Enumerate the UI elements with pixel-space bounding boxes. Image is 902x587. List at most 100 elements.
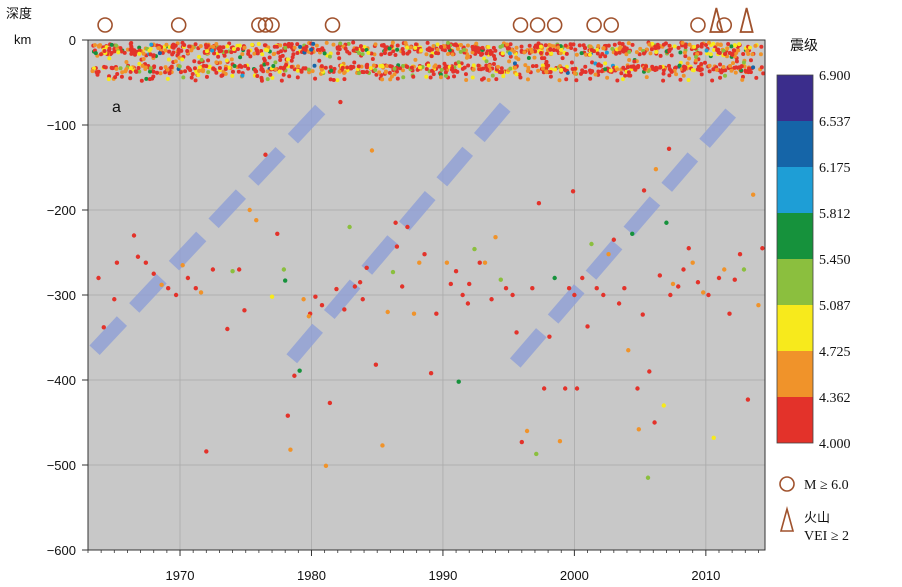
- earthquake-point: [214, 42, 219, 47]
- earthquake-point: [242, 45, 247, 50]
- earthquake-point: [480, 77, 485, 82]
- earthquake-point: [738, 65, 743, 70]
- earthquake-point: [181, 75, 186, 80]
- earthquake-point: [288, 447, 293, 452]
- earthquake-point: [558, 51, 563, 56]
- earthquake-point: [435, 47, 440, 52]
- earthquake-point: [147, 69, 152, 74]
- earthquake-point: [593, 61, 598, 66]
- earthquake-point: [371, 63, 376, 68]
- earthquake-point: [271, 64, 276, 69]
- earthquake-point: [157, 51, 162, 56]
- earthquake-point: [512, 61, 517, 66]
- earthquake-point: [428, 371, 434, 376]
- earthquake-point: [716, 275, 722, 281]
- earthquake-point: [741, 60, 746, 65]
- earthquake-point: [352, 284, 358, 289]
- earthquake-point: [193, 286, 198, 291]
- earthquake-point: [381, 43, 386, 48]
- earthquake-point: [745, 49, 750, 54]
- earthquake-point: [543, 62, 548, 67]
- earthquake-point: [364, 69, 369, 74]
- earthquake-point: [544, 51, 549, 56]
- earthquake-point: [500, 70, 505, 75]
- earthquake-point: [480, 45, 485, 50]
- earthquake-point: [318, 48, 323, 53]
- earthquake-point: [619, 71, 624, 76]
- earthquake-point: [242, 308, 247, 313]
- large-quake-marker: [690, 17, 706, 33]
- earthquake-point: [115, 72, 120, 77]
- earthquake-point: [170, 44, 175, 49]
- earthquake-point: [544, 66, 549, 71]
- earthquake-point: [144, 76, 149, 81]
- earthquake-point: [580, 68, 585, 73]
- earthquake-point: [167, 49, 172, 54]
- earthquake-point: [625, 65, 630, 70]
- earthquake-point: [493, 48, 498, 53]
- earthquake-point: [669, 53, 674, 58]
- earthquake-point: [501, 74, 506, 79]
- earthquake-point: [530, 64, 535, 69]
- earthquake-point: [601, 46, 606, 51]
- earthquake-point: [411, 74, 416, 79]
- earthquake-point: [217, 46, 222, 51]
- earthquake-point: [595, 47, 600, 52]
- colorbar-segment: [777, 213, 813, 259]
- earthquake-point: [707, 69, 712, 74]
- earthquake-point: [312, 63, 317, 68]
- earthquake-point: [559, 47, 564, 52]
- earthquake-point: [413, 45, 418, 50]
- earthquake-point: [409, 65, 414, 70]
- earthquake-point: [565, 70, 570, 75]
- earthquake-point: [687, 42, 692, 47]
- earthquake-point: [335, 78, 340, 83]
- x-axis: 1970 1980 1990 2000 2010: [87, 550, 759, 583]
- earthquake-point: [741, 52, 746, 57]
- earthquake-point: [605, 75, 610, 80]
- earthquake-point: [118, 46, 123, 51]
- earthquake-point: [334, 286, 339, 292]
- earthquake-point: [282, 278, 288, 283]
- earthquake-point: [148, 52, 153, 57]
- earthquake-point: [731, 61, 736, 66]
- earthquake-point: [488, 51, 493, 56]
- top-markers: [97, 7, 754, 33]
- earthquake-point: [357, 51, 362, 56]
- large-quake-marker: [170, 17, 187, 33]
- earthquake-point: [540, 63, 545, 68]
- earthquake-point: [451, 69, 456, 74]
- earthquake-point: [263, 47, 268, 52]
- earthquake-point: [180, 263, 185, 268]
- earthquake-point: [281, 267, 287, 272]
- earthquake-point: [306, 67, 311, 72]
- earthquake-point: [338, 99, 343, 105]
- earthquake-point: [358, 44, 363, 49]
- earthquake-point: [137, 51, 142, 56]
- earthquake-point: [427, 46, 432, 51]
- earthquake-point: [500, 43, 505, 48]
- earthquake-point: [445, 52, 450, 57]
- earthquake-point: [714, 67, 719, 72]
- earthquake-point: [499, 66, 504, 71]
- earthquake-point: [279, 49, 284, 54]
- earthquake-point: [438, 72, 443, 77]
- earthquake-point: [651, 66, 656, 71]
- earthquake-point: [393, 52, 398, 57]
- colorbar: 6.900 6.537 6.175 5.812 5.450 5.087 4.725 4.362…: [776, 69, 851, 452]
- earthquake-point: [394, 244, 400, 249]
- colorbar-label: 6.537: [819, 115, 851, 130]
- earthquake-point: [726, 41, 731, 46]
- earthquake-point: [458, 42, 463, 47]
- earthquake-point: [379, 73, 384, 78]
- earthquake-point: [331, 77, 336, 82]
- shallow-earthquakes: [90, 40, 766, 83]
- earthquake-point: [453, 42, 458, 47]
- earthquake-point: [97, 44, 102, 49]
- earthquake-point: [322, 51, 327, 56]
- earthquake-point: [277, 69, 282, 74]
- earthquake-point: [141, 56, 146, 61]
- earthquake-point: [548, 74, 553, 79]
- y-tick-label: −600: [47, 543, 76, 558]
- earthquake-point: [295, 51, 300, 56]
